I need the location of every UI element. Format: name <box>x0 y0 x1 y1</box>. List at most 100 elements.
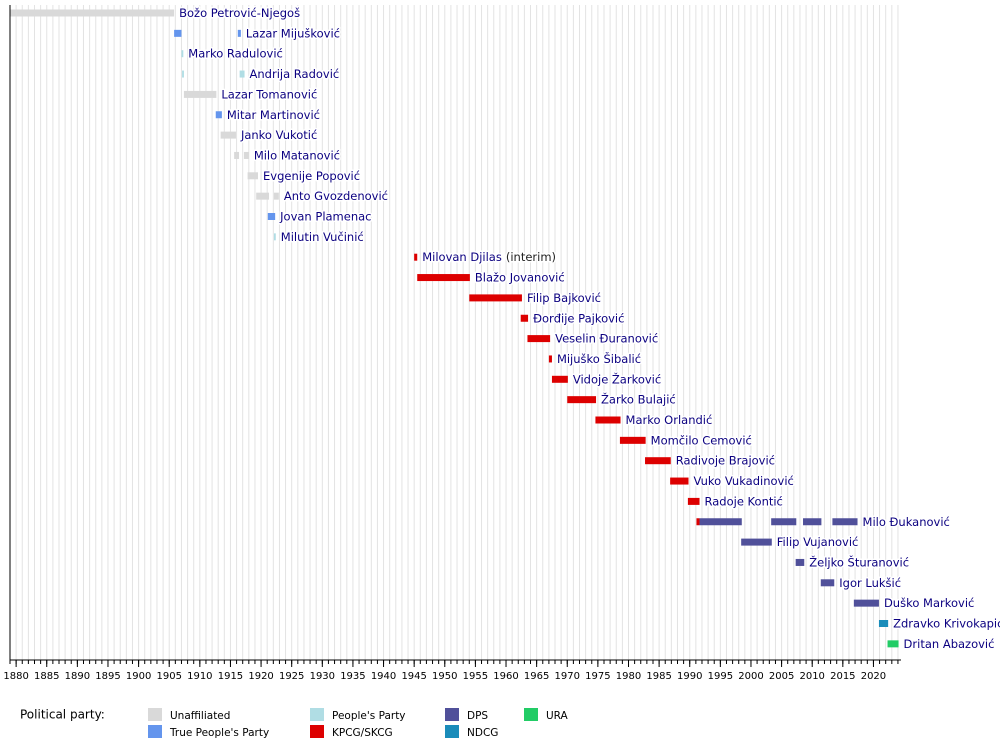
name: Milovan Djilas <box>422 250 502 264</box>
legend-swatch <box>524 708 538 721</box>
term-bar <box>10 9 175 17</box>
term-bar <box>548 355 552 363</box>
x-tick-label: 1995 <box>708 671 733 682</box>
row-label: Dritan Abazović <box>904 636 995 650</box>
name: Radivoje Brajović <box>676 453 775 467</box>
x-tick-label: 1925 <box>279 671 304 682</box>
name: Mijuško Šibalić <box>557 350 641 365</box>
term-bar <box>567 396 597 404</box>
x-tick-label: 1920 <box>248 671 273 682</box>
name: Radoje Kontić <box>705 494 783 508</box>
name: Vuko Vukadinović <box>694 474 794 488</box>
labels-layer: Božo Petrović-Njegoš Lazar Mijušković Mark… <box>178 4 1000 652</box>
term-bar <box>551 375 568 383</box>
x-tick-label: 1940 <box>371 671 396 682</box>
legend-label: People's Party <box>332 710 406 722</box>
name: Zdravko Krivokapić <box>893 616 1000 630</box>
name: Dritan Abazović <box>904 636 995 650</box>
row-label: Andrija Radović <box>250 67 340 81</box>
term-bar <box>182 70 184 78</box>
term-bar <box>527 335 551 343</box>
row-label: Milo Matanović <box>254 148 340 162</box>
legend-label: DPS <box>467 710 488 722</box>
legend-swatch <box>148 725 162 738</box>
row-label: Đorđije Pajković <box>533 311 624 325</box>
x-tick-label: 1955 <box>463 671 488 682</box>
x-tick-label: 1985 <box>646 671 671 682</box>
term-bar <box>469 294 522 302</box>
name: Milutin Vučinić <box>281 229 364 243</box>
name: Janko Vukotić <box>240 128 317 142</box>
term-bar <box>595 416 621 424</box>
legend-swatch <box>310 725 324 738</box>
row-label: Božo Petrović-Njegoš <box>179 6 300 20</box>
x-tick-label: 1910 <box>187 671 212 682</box>
term-bar <box>234 151 240 159</box>
legend: Political party: Unaffiliated True People… <box>20 708 569 740</box>
term-bar <box>220 131 236 139</box>
row-label: Marko Radulović <box>188 46 283 60</box>
x-tick-label: 1885 <box>34 671 59 682</box>
term-bar <box>741 538 772 546</box>
name: Željko Šturanović <box>809 554 909 569</box>
name: Filip Vujanović <box>777 535 859 549</box>
x-tick-label: 2015 <box>830 671 855 682</box>
row-label: Filip Bajković <box>527 290 601 304</box>
term-bar <box>414 253 418 261</box>
x-tick-label: 1950 <box>432 671 457 682</box>
name: Duško Marković <box>884 596 974 610</box>
term-bar <box>803 518 822 526</box>
row-label: Željko Šturanović <box>809 554 909 569</box>
term-bar <box>645 457 671 465</box>
x-tick-label: 1905 <box>156 671 181 682</box>
row-label: Milo Đukanović <box>863 514 950 528</box>
term-bar <box>174 29 182 37</box>
x-tick-label: 2005 <box>769 671 794 682</box>
x-tick-label: 1915 <box>218 671 243 682</box>
name: Đorđije Pajković <box>533 311 624 325</box>
x-tick-label: 2000 <box>738 671 763 682</box>
term-bar <box>237 29 241 37</box>
name: Žarko Bulajić <box>601 391 676 406</box>
legend-label: URA <box>546 710 569 722</box>
x-tick-label: 1880 <box>3 671 28 682</box>
term-bar <box>273 233 276 241</box>
row-label: Evgenije Popović <box>263 168 360 182</box>
row-label: Lazar Mijušković <box>246 26 340 40</box>
name: Filip Bajković <box>527 290 601 304</box>
legend-label: NDCG <box>467 727 498 739</box>
name: Igor Lukšić <box>839 575 901 589</box>
name: Anto Gvozdenović <box>284 189 388 203</box>
term-bar <box>820 579 835 587</box>
row-label: Radivoje Brajović <box>676 453 775 467</box>
term-bar <box>832 518 858 526</box>
name: Evgenije Popović <box>263 168 360 182</box>
name: Božo Petrović-Njegoš <box>179 6 300 20</box>
name: Momčilo Cemović <box>651 433 752 447</box>
legend-title: Political party: <box>20 708 105 722</box>
x-tick-label: 1930 <box>310 671 335 682</box>
row-label: Igor Lukšić <box>839 575 901 589</box>
row-label: Milovan Djilas (interim) <box>422 250 556 264</box>
row-label: Vuko Vukadinović <box>694 474 794 488</box>
row-label: Vidoje Žarković <box>573 371 661 386</box>
row-label: Lazar Tomanović <box>221 87 317 101</box>
x-tick-label: 1975 <box>585 671 610 682</box>
row-label: Zdravko Krivokapić <box>893 616 1000 630</box>
term-bar <box>239 70 245 78</box>
name: Mitar Martinović <box>227 107 320 121</box>
x-tick-label: 1945 <box>401 671 426 682</box>
name: Milo Matanović <box>254 148 340 162</box>
term-bar <box>878 620 889 627</box>
x-tick-label: 1970 <box>555 671 580 682</box>
legend-label: KPCG/SKCG <box>332 727 393 739</box>
x-tick-label: 1990 <box>677 671 702 682</box>
legend-swatch <box>148 708 162 721</box>
legend-label: Unaffiliated <box>170 710 230 722</box>
term-bar <box>687 497 700 505</box>
row-label: Anto Gvozdenović <box>284 189 388 203</box>
row-label: Radoje Kontić <box>705 494 783 508</box>
term-bar <box>417 274 470 282</box>
axis-layer: 1880 1885 1890 1895 1900 1905 1910 1915 1920 1925… <box>3 5 901 682</box>
